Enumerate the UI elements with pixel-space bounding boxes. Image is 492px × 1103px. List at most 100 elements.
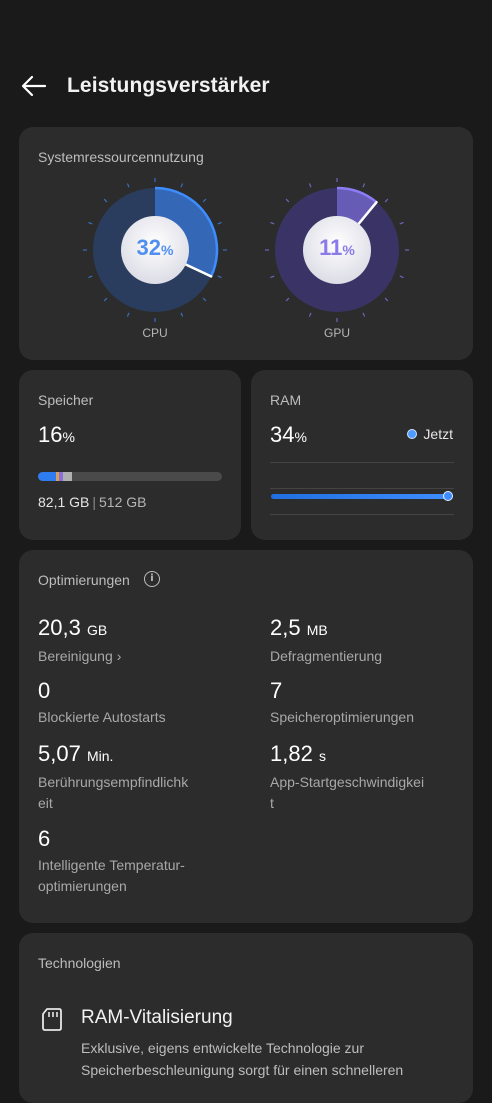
ram-card[interactable]: RAM 34% Jetzt	[251, 370, 473, 540]
gpu-gauge-tick	[308, 183, 312, 188]
opt-defrag-value: 2,5	[270, 615, 301, 640]
cpu-gauge-needle	[184, 263, 213, 278]
ram-percent-unit: %	[294, 429, 307, 445]
technologies-title: Technologien	[38, 955, 121, 971]
back-button[interactable]	[14, 66, 54, 106]
ram-legend-label: Jetzt	[423, 426, 453, 442]
tech-item-title[interactable]: RAM-Vitalisierung	[81, 1007, 233, 1028]
ram-legend: Jetzt	[407, 426, 453, 442]
gpu-gauge-tick	[399, 221, 404, 225]
opt-item-defrag: 2,5 MB Defragmentierung	[270, 614, 470, 667]
opt-appstart-label-line: App-Startgeschwindigkei	[270, 774, 425, 790]
storage-used: 82,1 GB	[38, 494, 90, 510]
gpu-gauge-tick	[308, 312, 312, 317]
optimizations-title: Optimierungen	[38, 572, 130, 588]
cpu-value-number: 32	[136, 235, 162, 260]
cpu-gauge-tick	[180, 312, 184, 317]
opt-temperature-label-line: Intelligente Temperatur-	[38, 857, 185, 873]
chevron-right-icon: ›	[116, 648, 122, 664]
opt-touch-label-line: eit	[38, 795, 53, 811]
opt-touch-label-line: Berührungsempfindlichk	[38, 774, 189, 790]
cpu-gauge-graphic	[83, 178, 227, 322]
opt-defrag-label: Defragmentierung	[270, 648, 383, 664]
ram-title: RAM	[270, 392, 302, 408]
cpu-gauge-center	[121, 216, 189, 284]
ram-percent-number: 34	[270, 422, 295, 447]
opt-autostarts-value: 0	[38, 678, 51, 703]
ram-current-point	[443, 491, 453, 501]
cpu-gauge-tick	[88, 275, 93, 279]
cpu-caption: CPU	[142, 326, 168, 340]
technologies-card: Technologien RAM-Vitalisierung Exklusive…	[19, 933, 473, 1103]
gpu-gauge-tick	[285, 198, 290, 203]
opt-item-autostarts: 0 Blockierte Autostarts	[38, 677, 238, 728]
gpu-gauge-tick	[362, 312, 366, 317]
legend-dot-icon	[407, 429, 418, 439]
cpu-gauge-tick	[103, 297, 108, 302]
cpu-gauge-tick	[126, 312, 130, 317]
opt-memory-label: Speicheroptimierungen	[270, 709, 414, 725]
opt-cleanup-unit: GB	[86, 622, 108, 638]
opt-item-memory: 7 Speicheroptimierungen	[270, 677, 470, 728]
ram-grid-line-middle	[270, 488, 454, 489]
page-title: Leistungsverstärker	[67, 74, 270, 97]
app-header: Leistungsverstärker	[0, 60, 492, 112]
opt-temperature-label: Intelligente Temperatur- optimierungen	[38, 855, 238, 897]
opt-defrag-unit: MB	[306, 622, 328, 638]
gpu-gauge-tick	[270, 275, 275, 279]
opt-touch-value: 5,07	[38, 741, 81, 766]
gpu-gauge-tick	[384, 297, 389, 302]
storage-separator: |	[92, 494, 97, 510]
gpu-gauge-rim	[336, 186, 378, 204]
gpu-gauge-center	[303, 216, 371, 284]
opt-cleanup-value: 20,3	[38, 615, 81, 640]
storage-percent-unit: %	[62, 429, 75, 445]
ram-usage-line	[271, 494, 447, 499]
opt-item-touch: 5,07 Min. Berührungsempfindlichk eit	[38, 740, 238, 814]
cpu-value: 32%	[120, 235, 190, 261]
storage-percent-number: 16	[38, 422, 63, 447]
gpu-value-number: 11	[319, 235, 343, 260]
cpu-gauge-tick	[103, 198, 108, 203]
cpu-gauge-tick	[202, 198, 207, 203]
gpu-gauge-tick	[384, 198, 389, 203]
cpu-gauge-tick	[217, 221, 222, 225]
gpu-value: 11%	[302, 235, 372, 261]
cpu-gauge-tick	[217, 275, 222, 279]
ram-grid-line-top	[270, 462, 454, 463]
opt-cleanup-label: Bereinigung	[38, 648, 113, 664]
info-icon[interactable]: i	[144, 571, 160, 587]
system-resources-card[interactable]: Systemressourcennutzung 32% CPU 11% GPU	[19, 127, 473, 360]
tech-desc-line: Exklusive, eigens entwickelte Technologi…	[81, 1040, 365, 1056]
tech-item-description: Exklusive, eigens entwickelte Technologi…	[81, 1037, 431, 1081]
opt-touch-unit: Min.	[86, 748, 114, 764]
cpu-value-unit: %	[161, 242, 174, 258]
storage-card[interactable]: Speicher 16% 82,1 GB | 512 GB	[19, 370, 241, 540]
gpu-gauge-tick	[362, 183, 366, 188]
ram-percent: 34%	[270, 422, 307, 448]
opt-temperature-value: 6	[38, 826, 51, 851]
storage-title: Speicher	[38, 392, 94, 408]
gpu-gauge-tick	[399, 275, 404, 279]
opt-item-appstart: 1,82 s App-Startgeschwindigkei t	[270, 740, 470, 814]
gpu-gauge-needle	[357, 200, 378, 226]
gpu-value-unit: %	[342, 242, 355, 258]
opt-memory-value: 7	[270, 678, 283, 703]
cpu-gauge: 32%	[80, 175, 230, 325]
opt-temperature-label-line: optimierungen	[38, 878, 127, 894]
cpu-gauge-rim	[154, 186, 219, 277]
gpu-gauge-graphic	[265, 178, 409, 322]
opt-touch-label: Berührungsempfindlichk eit	[38, 772, 238, 814]
storage-segment-system	[38, 472, 56, 481]
storage-total: 512 GB	[99, 494, 147, 510]
arrow-left-icon	[21, 75, 47, 97]
gpu-gauge-tick	[285, 297, 290, 302]
gpu-caption: GPU	[323, 326, 350, 340]
opt-appstart-unit: s	[318, 748, 326, 764]
tech-desc-line: Speicherbeschleunigung sorgt für einen s…	[81, 1062, 404, 1078]
opt-appstart-label-line: t	[270, 795, 274, 811]
opt-item-cleanup[interactable]: 20,3 GB Bereinigung ›	[38, 614, 238, 667]
opt-appstart-label: App-Startgeschwindigkei t	[270, 772, 470, 814]
opt-appstart-value: 1,82	[270, 741, 313, 766]
storage-percent: 16%	[38, 422, 75, 448]
